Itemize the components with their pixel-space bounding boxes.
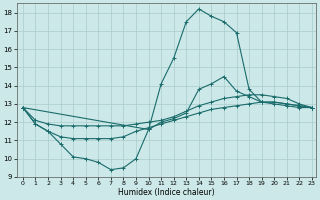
X-axis label: Humidex (Indice chaleur): Humidex (Indice chaleur): [118, 188, 214, 197]
